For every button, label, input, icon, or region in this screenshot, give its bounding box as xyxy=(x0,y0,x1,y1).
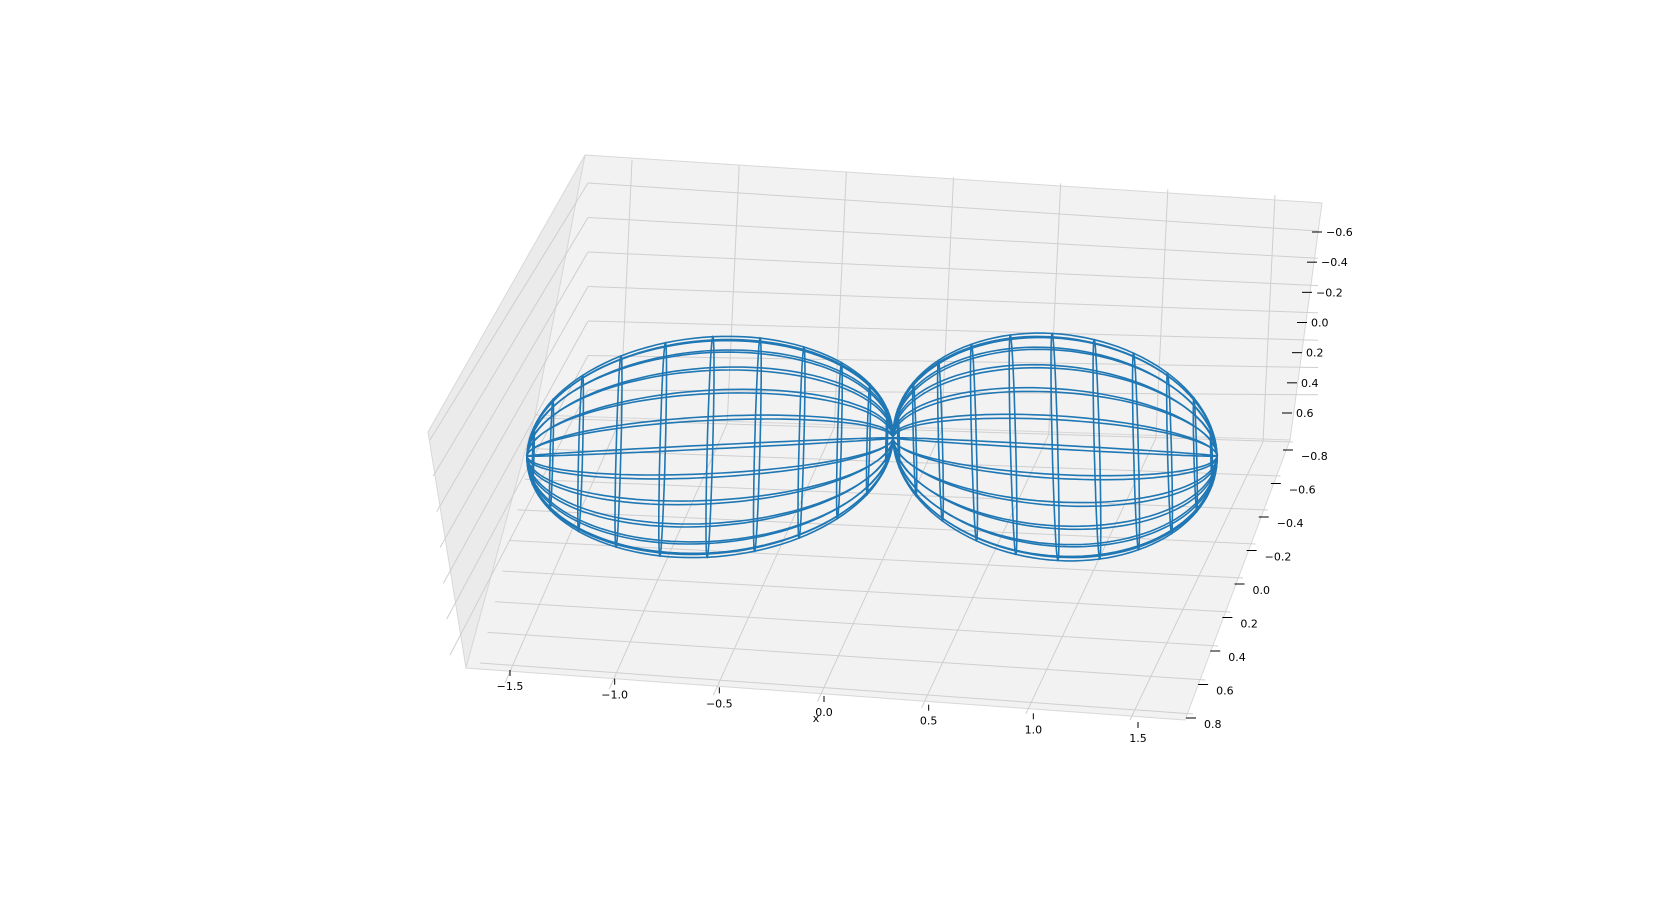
wireframe-ring xyxy=(835,361,844,520)
grid-line-back-horizontal xyxy=(587,286,1319,314)
x-tick-label: 0.0 xyxy=(815,706,833,719)
wireframe-ring xyxy=(1192,396,1199,514)
wireframe-ring xyxy=(531,426,536,486)
y-tick-label: 0.6 xyxy=(1216,685,1234,698)
z-tick-label: 0.2 xyxy=(1306,347,1324,360)
wireframe-ring xyxy=(797,345,806,540)
wireframe-surface xyxy=(525,332,1219,562)
grid-line-side xyxy=(436,251,589,512)
grid-line-floor-x xyxy=(712,427,835,696)
wireframe-ring xyxy=(911,380,918,498)
y-tick-label: 0.0 xyxy=(1253,584,1271,597)
grid-line-back-vertical xyxy=(1155,189,1169,439)
grid-lines xyxy=(429,159,1319,721)
x-tick-label: 0.5 xyxy=(920,715,938,728)
grid-line-back-vertical xyxy=(1262,194,1276,443)
grid-line-floor-y xyxy=(502,570,1231,613)
grid-line-floor-y xyxy=(494,601,1219,647)
wireframe-ring xyxy=(1050,332,1060,562)
wireframe-ring xyxy=(1008,333,1018,556)
wireframe-ring xyxy=(752,336,763,553)
axis-ticks: −1.5 −1.0 −0.5 0.0 0.5 1.0 1.5 −0.8 −0.6 −0.4 −0.2… xyxy=(497,226,1353,745)
y-tick-label: −0.8 xyxy=(1301,450,1328,463)
wireframe-ring xyxy=(1092,338,1102,561)
grid-line-floor-y xyxy=(532,448,1281,477)
grid-line-floor-y xyxy=(517,509,1256,545)
z-tick-label: −0.4 xyxy=(1321,256,1348,269)
y-tick-label: 0.8 xyxy=(1204,718,1222,731)
grid-line-floor-y xyxy=(487,631,1206,681)
grid-line-floor-x xyxy=(504,419,621,684)
wireframe-ring xyxy=(614,354,623,549)
axes-panes xyxy=(427,154,1323,721)
grid-line-floor-x xyxy=(817,430,942,702)
y-tick-label: 0.4 xyxy=(1228,651,1246,664)
z-tick-label: 0.6 xyxy=(1296,407,1314,420)
grid-line-side xyxy=(449,389,589,656)
floor-pane xyxy=(465,414,1291,721)
wireframe-ring xyxy=(884,408,889,468)
grid-line-back-horizontal xyxy=(587,320,1319,341)
grid-line-side xyxy=(442,320,589,584)
x-tick-label: −1.5 xyxy=(497,680,524,693)
grid-line-back-vertical xyxy=(941,177,954,432)
grid-line-side xyxy=(446,355,589,620)
wireframe-ring xyxy=(1165,371,1174,535)
wireframe-ring xyxy=(896,406,901,470)
y-tick-label: −0.4 xyxy=(1277,517,1304,530)
y-tick-label: −0.2 xyxy=(1265,551,1292,564)
grid-line-back-horizontal xyxy=(587,251,1319,287)
grid-line-side xyxy=(432,217,589,477)
wireframe-ring xyxy=(969,343,979,542)
x-tick-label: −0.5 xyxy=(706,697,733,710)
grid-line-back-horizontal xyxy=(587,182,1319,232)
wireframe-ring xyxy=(1209,424,1214,488)
grid-line-side xyxy=(439,286,589,548)
z-tick-label: −0.6 xyxy=(1326,226,1353,239)
back-pane xyxy=(534,154,1323,441)
wireframe-ring xyxy=(657,341,668,558)
x-tick-label: −1.0 xyxy=(601,689,628,702)
grid-line-floor-x xyxy=(1129,441,1264,721)
wireframe-ring xyxy=(548,398,555,511)
grid-line-back-horizontal xyxy=(587,217,1319,259)
z-tick-label: −0.2 xyxy=(1316,286,1343,299)
grid-line-side xyxy=(429,182,589,441)
grid-line-back-horizontal xyxy=(587,355,1319,368)
wireframe-ring xyxy=(576,374,585,533)
grid-line-floor-y xyxy=(479,662,1194,715)
z-tick-label: 0.0 xyxy=(1311,317,1329,330)
wireframe-ring xyxy=(865,383,872,496)
x-tick-label: 1.5 xyxy=(1129,732,1147,745)
grid-line-back-vertical xyxy=(726,165,740,424)
wireframe-ring xyxy=(1131,352,1141,551)
wireframe-ring xyxy=(705,335,715,559)
wireframe-ring xyxy=(936,359,945,523)
x-tick-label: 1.0 xyxy=(1025,723,1043,736)
x-axis-label: x xyxy=(813,712,820,725)
y-tick-label: −0.6 xyxy=(1289,484,1316,497)
z-tick-label: 0.4 xyxy=(1301,377,1319,390)
y-tick-label: 0.2 xyxy=(1240,618,1258,631)
grid-line-floor-y xyxy=(524,478,1269,511)
